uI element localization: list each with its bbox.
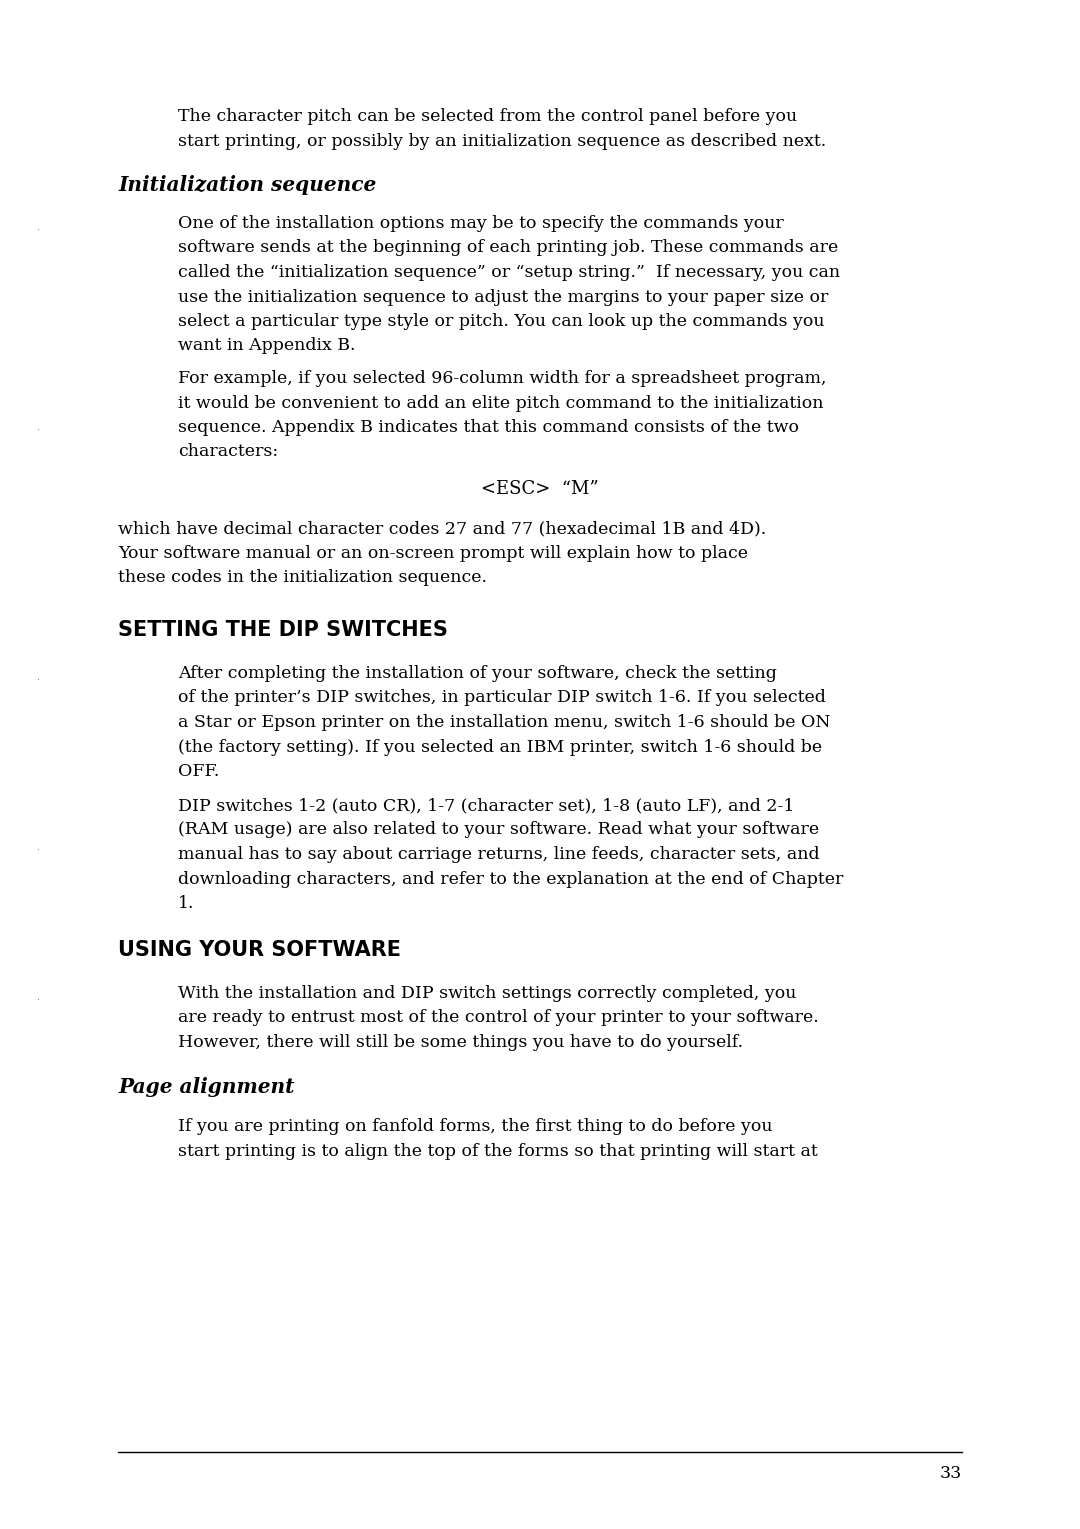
Text: which have decimal character codes 27 and 77 (hexadecimal 1B and 4D).: which have decimal character codes 27 an… (118, 520, 766, 537)
Text: DIP switches 1-2 (auto CR), 1-7 (character set), 1-8 (auto LF), and 2-1: DIP switches 1-2 (auto CR), 1-7 (charact… (178, 797, 795, 813)
Text: of the printer’s DIP switches, in particular DIP switch 1-6. If you selected: of the printer’s DIP switches, in partic… (178, 690, 826, 706)
Text: software sends at the beginning of each printing job. These commands are: software sends at the beginning of each … (178, 240, 838, 257)
Text: 33: 33 (940, 1465, 962, 1482)
Text: After completing the installation of your software, check the setting: After completing the installation of you… (178, 665, 777, 682)
Text: 1.: 1. (178, 894, 194, 911)
Text: manual has to say about carriage returns, line feeds, character sets, and: manual has to say about carriage returns… (178, 846, 820, 862)
Text: One of the installation options may be to specify the commands your: One of the installation options may be t… (178, 216, 784, 232)
Text: a Star or Epson printer on the installation menu, switch 1-6 should be ON: a Star or Epson printer on the installat… (178, 714, 831, 731)
Text: ·: · (37, 425, 40, 434)
Text: OFF.: OFF. (178, 763, 219, 780)
Text: ·: · (37, 995, 40, 1005)
Text: SETTING THE DIP SWITCHES: SETTING THE DIP SWITCHES (118, 619, 448, 641)
Text: these codes in the initialization sequence.: these codes in the initialization sequen… (118, 569, 487, 586)
Text: If you are printing on fanfold forms, the first thing to do before you: If you are printing on fanfold forms, th… (178, 1118, 772, 1135)
Text: want in Appendix B.: want in Appendix B. (178, 338, 355, 355)
Text: ·: · (37, 846, 40, 855)
Text: use the initialization sequence to adjust the margins to your paper size or: use the initialization sequence to adjus… (178, 289, 828, 306)
Text: are ready to entrust most of the control of your printer to your software.: are ready to entrust most of the control… (178, 1009, 819, 1026)
Text: ·: · (37, 674, 40, 685)
Text: However, there will still be some things you have to do yourself.: However, there will still be some things… (178, 1034, 743, 1050)
Text: The character pitch can be selected from the control panel before you: The character pitch can be selected from… (178, 109, 797, 125)
Text: select a particular type style or pitch. You can look up the commands you: select a particular type style or pitch.… (178, 313, 824, 330)
Text: (RAM usage) are also related to your software. Read what your software: (RAM usage) are also related to your sof… (178, 821, 819, 838)
Text: <ESC>  “M”: <ESC> “M” (481, 480, 599, 498)
Text: downloading characters, and refer to the explanation at the end of Chapter: downloading characters, and refer to the… (178, 870, 843, 887)
Text: USING YOUR SOFTWARE: USING YOUR SOFTWARE (118, 940, 401, 960)
Text: With the installation and DIP switch settings correctly completed, you: With the installation and DIP switch set… (178, 985, 796, 1001)
Text: it would be convenient to add an elite pitch command to the initialization: it would be convenient to add an elite p… (178, 394, 824, 411)
Text: (the factory setting). If you selected an IBM printer, switch 1-6 should be: (the factory setting). If you selected a… (178, 739, 822, 755)
Text: called the “initialization sequence” or “setup string.”  If necessary, you can: called the “initialization sequence” or … (178, 265, 840, 281)
Text: start printing, or possibly by an initialization sequence as described next.: start printing, or possibly by an initia… (178, 133, 826, 150)
Text: Your software manual or an on-screen prompt will explain how to place: Your software manual or an on-screen pro… (118, 544, 748, 561)
Text: Initialization sequence: Initialization sequence (118, 174, 376, 196)
Text: Page alignment: Page alignment (118, 1076, 295, 1096)
Text: sequence. Appendix B indicates that this command consists of the two: sequence. Appendix B indicates that this… (178, 419, 799, 436)
Text: start printing is to align the top of the forms so that printing will start at: start printing is to align the top of th… (178, 1142, 818, 1159)
Text: characters:: characters: (178, 443, 279, 460)
Text: ·: · (37, 225, 40, 235)
Text: For example, if you selected 96-column width for a spreadsheet program,: For example, if you selected 96-column w… (178, 370, 826, 387)
